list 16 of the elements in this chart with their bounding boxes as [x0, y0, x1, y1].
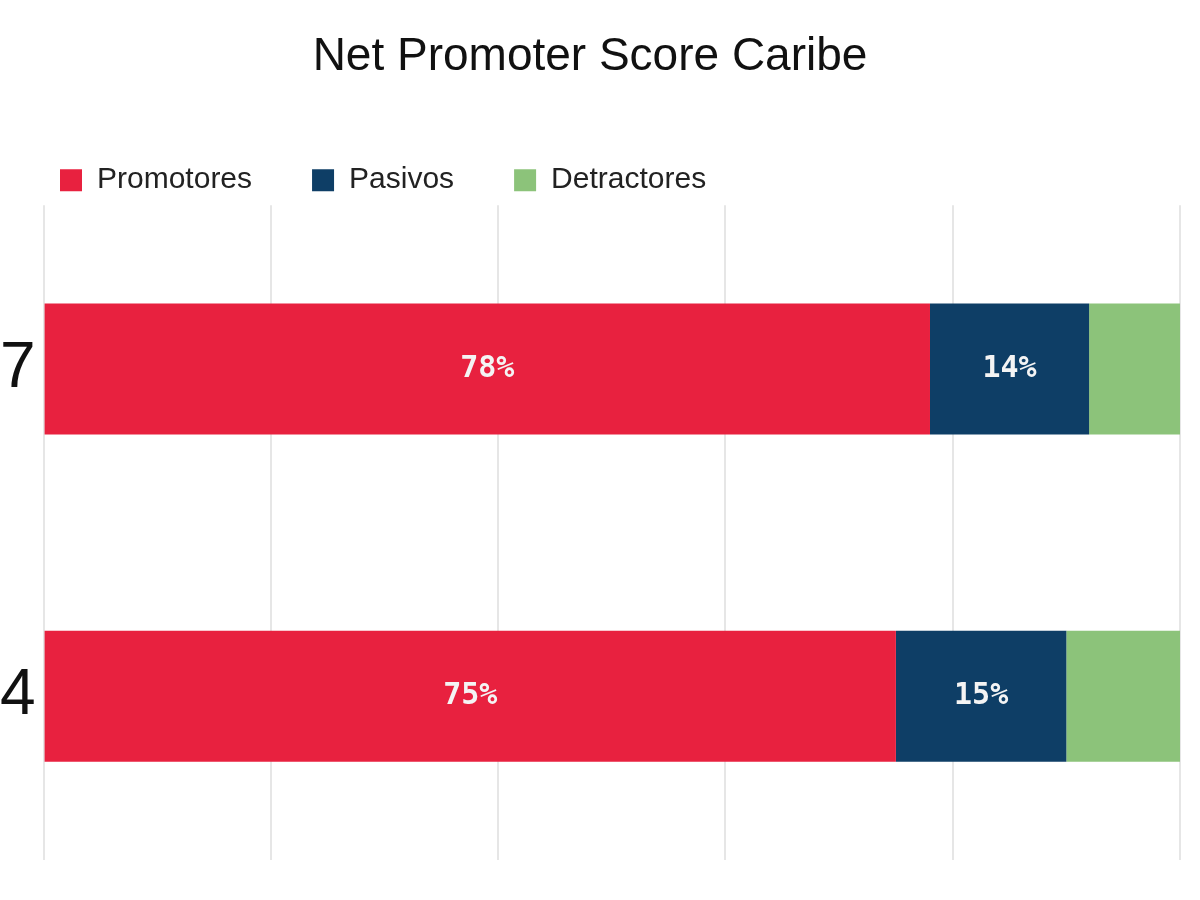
bar: [1089, 303, 1180, 435]
bar: [1066, 630, 1180, 762]
data-label: 14%: [982, 348, 1037, 384]
legend-label: Promotores: [97, 161, 253, 195]
legend-label: Detractores: [551, 161, 707, 195]
chart-title: Net Promoter Score Caribe: [312, 28, 868, 81]
y-tick-label: 4: [0, 655, 36, 728]
bar: [895, 630, 1067, 762]
y-tick-label: 7: [0, 328, 36, 401]
legend-label: Pasivos: [349, 161, 455, 195]
data-label: 15%: [954, 676, 1009, 712]
bar: [44, 303, 930, 435]
bar: [929, 303, 1090, 435]
data-label: 75%: [443, 676, 498, 712]
bar: [44, 630, 896, 762]
data-label: 78%: [460, 348, 515, 384]
